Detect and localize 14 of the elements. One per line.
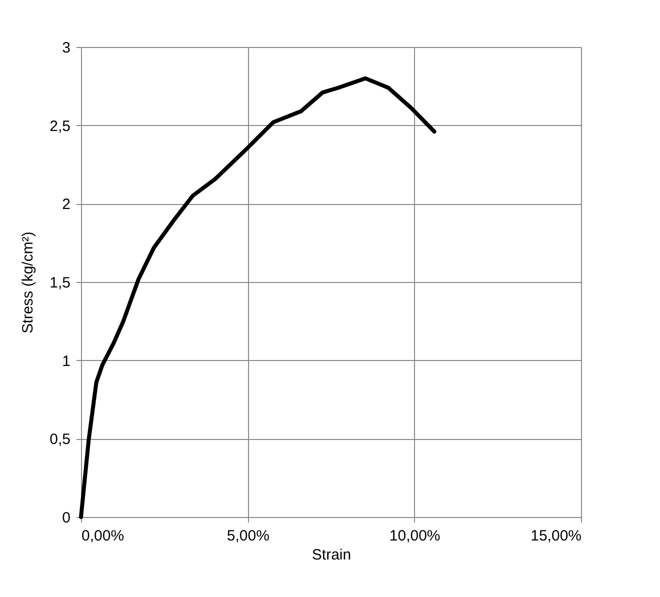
y-tick-label: 0 xyxy=(62,510,70,526)
y-tick-label: 1,5 xyxy=(50,274,70,292)
x-tick-label: 5,00% xyxy=(226,528,270,544)
y-tick-label: 2 xyxy=(62,196,70,214)
y-axis-title: Stress (kg/cm²) xyxy=(20,232,37,334)
x-tick-label: 0,00% xyxy=(82,528,124,544)
y-tick-label: 2,5 xyxy=(50,118,70,135)
y-tick-label: 1 xyxy=(62,352,70,370)
y-tick-label: 0,5 xyxy=(50,431,70,448)
line-series xyxy=(79,76,436,519)
x-axis-title: Strain xyxy=(312,546,352,564)
x-tick-label: 15,00% xyxy=(530,528,582,544)
x-tick-label: 10,00% xyxy=(389,528,440,544)
y-tick-label: 3 xyxy=(62,40,70,56)
